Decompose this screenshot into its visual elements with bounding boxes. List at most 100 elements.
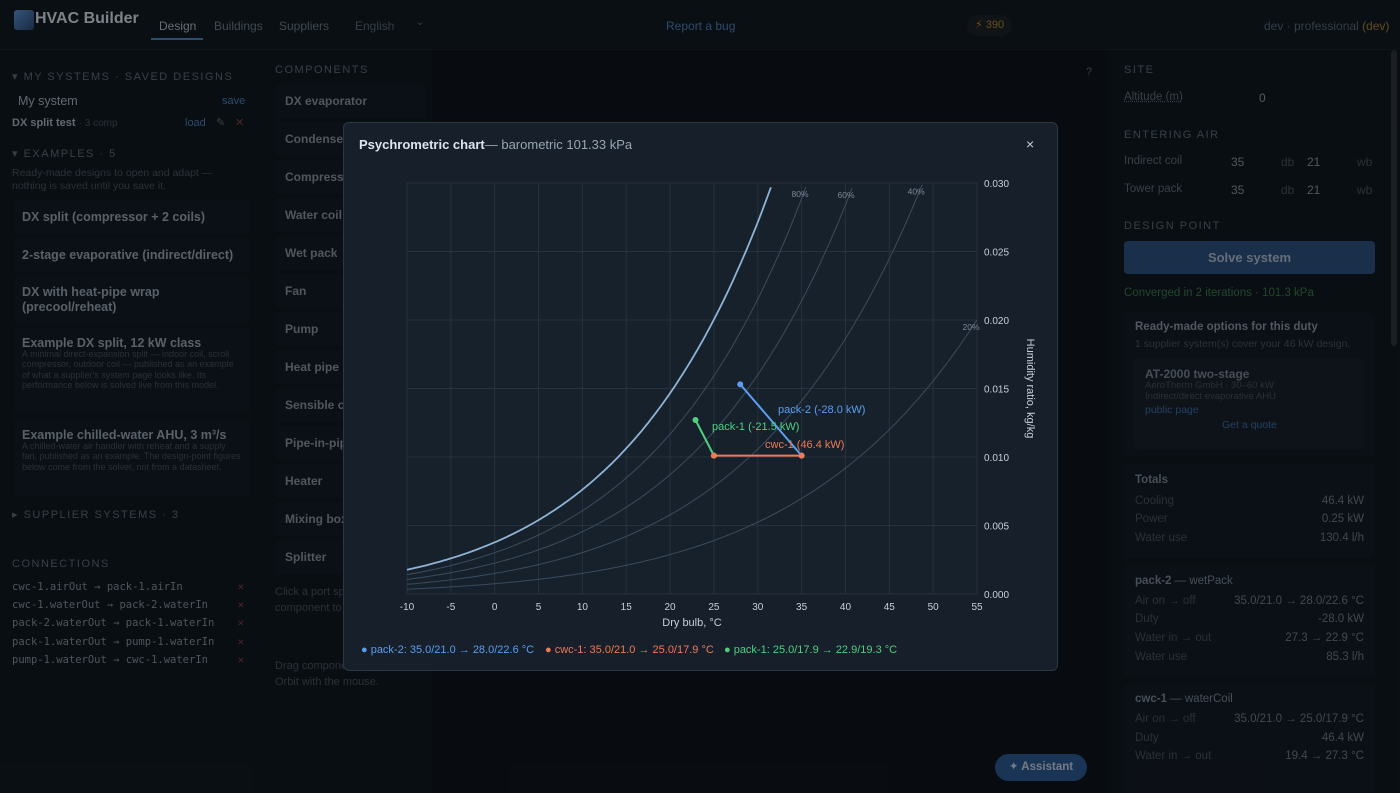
- connection-row: pack-2.waterOut → pack-1.waterIn ✕: [12, 617, 246, 629]
- pack2-title: pack-2 — wetPack: [1135, 575, 1233, 587]
- pack2-row: Water use 85.3 l/h: [1135, 651, 1364, 667]
- remove-connection-icon[interactable]: ✕: [237, 599, 244, 611]
- pencil-icon[interactable]: ✎: [216, 117, 226, 129]
- example-title: Example chilled-water AHU, 3 m³/s: [22, 428, 227, 442]
- cwc1-card: cwc-1 — waterCoil Air on → off 35.0/21.0 …: [1124, 684, 1375, 793]
- entering-tower-label: Tower pack: [1124, 183, 1183, 195]
- pack2-row: Duty -28.0 kW: [1135, 613, 1364, 629]
- delete-icon[interactable]: ✕: [235, 117, 245, 129]
- components-heading: COMPONENTS: [275, 64, 369, 76]
- get-quote-link[interactable]: Get a quote: [1222, 419, 1277, 431]
- save-button[interactable]: save: [222, 95, 246, 107]
- x-tick-label: 40: [840, 602, 852, 613]
- rh-label: 20%: [962, 322, 979, 332]
- supplier-systems-heading[interactable]: ▸ SUPPLIER SYSTEMS · 3: [12, 509, 180, 521]
- top-bar: HVAC Builder Design Buildings Suppliers …: [0, 0, 1400, 50]
- convergence-status: Converged in 2 iterations · 101.3 kPa: [1124, 287, 1314, 299]
- remove-connection-icon[interactable]: ✕: [237, 636, 244, 648]
- y-tick-label: 0.030: [984, 179, 1009, 190]
- user-menu[interactable]: dev · professional (dev): [1264, 19, 1389, 33]
- connection-label: cwc-1.waterOut → pack-2.waterIn: [12, 599, 208, 611]
- logo-icon: [14, 10, 34, 30]
- my-system-name[interactable]: My system: [18, 94, 78, 108]
- totals-value: 130.4 l/h: [1319, 532, 1364, 544]
- remove-connection-icon[interactable]: ✕: [237, 654, 244, 666]
- load-button[interactable]: load: [185, 117, 206, 129]
- my-systems-heading[interactable]: ▾ MY SYSTEMS · SAVED DESIGNS: [12, 71, 234, 83]
- assistant-button[interactable]: ✦ Assistant: [995, 754, 1087, 781]
- connection-row: cwc-1.airOut → pack-1.airIn ✕: [12, 581, 246, 593]
- y-tick-label: 0.025: [984, 248, 1009, 259]
- help-icon[interactable]: ?: [1086, 66, 1093, 78]
- scrollbar-thumb[interactable]: [1391, 50, 1397, 346]
- connection-row: pump-1.waterOut → cwc-1.waterIn ✕: [12, 654, 246, 666]
- example-card[interactable]: 2-stage evaporative (indirect/direct): [14, 238, 250, 272]
- saved-design-meta: · 3 comp: [78, 118, 118, 129]
- example-title: DX split (compressor + 2 coils): [22, 210, 206, 224]
- chevron-down-icon[interactable]: ⌄: [416, 17, 425, 28]
- totals-row: Cooling 46.4 kW: [1135, 495, 1364, 511]
- tab-design[interactable]: Design: [159, 19, 197, 33]
- tower-wb-input[interactable]: 21: [1307, 183, 1321, 197]
- cwc1-title: cwc-1 — waterCoil: [1135, 693, 1233, 705]
- row-value: 27.3 → 22.9 °C: [1285, 632, 1364, 644]
- product-card[interactable]: AT-2000 two-stage AeroTherm GmbH · 30–60…: [1134, 358, 1364, 449]
- connection-label: pack-1.waterOut → pump-1.waterIn: [12, 636, 215, 648]
- altitude-label: Altitude (m): [1124, 91, 1183, 103]
- example-card[interactable]: DX split (compressor + 2 coils): [14, 201, 250, 234]
- remove-connection-icon[interactable]: ✕: [237, 617, 244, 629]
- row-value: 85.3 l/h: [1326, 651, 1364, 663]
- entering-indirect-label: Indirect coil: [1124, 155, 1183, 167]
- rh-curve: [406, 186, 772, 571]
- right-panel-scrollbar[interactable]: [1388, 50, 1400, 793]
- component-item[interactable]: DX evaporator: [276, 84, 426, 118]
- process-point: [798, 452, 805, 459]
- process-label: pack-1 (-21.5 kW): [712, 421, 799, 433]
- totals-title: Totals: [1135, 474, 1169, 486]
- connection-row: cwc-1.waterOut → pack-2.waterIn ✕: [12, 599, 246, 611]
- cwc1-row: Water in → out 19.4 → 27.3 °C: [1135, 750, 1364, 766]
- rh-curve: [406, 188, 853, 580]
- y-tick-label: 0.010: [984, 453, 1009, 464]
- example-card[interactable]: Example DX split, 12 kW class A minimal …: [14, 329, 250, 413]
- example-card[interactable]: Example chilled-water AHU, 3 m³/s A chil…: [14, 419, 250, 497]
- solve-system-button[interactable]: Solve system: [1124, 241, 1375, 274]
- indirect-db-input[interactable]: 35: [1231, 155, 1245, 169]
- remove-connection-icon[interactable]: ✕: [237, 581, 244, 593]
- row-key: Duty: [1135, 732, 1159, 744]
- example-card[interactable]: DX with heat-pipe wrap (precool/reheat): [14, 276, 250, 324]
- tab-suppliers[interactable]: Suppliers: [279, 19, 330, 33]
- y-tick-label: 0.000: [984, 590, 1009, 601]
- rh-curve: [406, 319, 978, 590]
- examples-heading[interactable]: ▾ EXAMPLES · 5: [12, 148, 117, 160]
- x-tick-label: 15: [621, 602, 633, 613]
- process-point: [737, 381, 744, 388]
- component-name: pack-2: [1135, 575, 1172, 587]
- legend-item-cwc-1: ● cwc-1: 35.0/21.0 → 25.0/17.9 °C: [545, 644, 714, 656]
- wb-unit: wb: [1357, 155, 1373, 169]
- entering-air-heading: ENTERING AIR: [1124, 129, 1220, 141]
- altitude-input[interactable]: 0: [1259, 91, 1266, 105]
- connections-heading: CONNECTIONS: [12, 558, 110, 570]
- pack2-card: pack-2 — wetPack Air on → off 35.0/21.0 →…: [1124, 565, 1375, 677]
- process-line: [694, 419, 715, 457]
- x-tick-label: 5: [536, 602, 542, 613]
- ready-made-title: Ready-made options for this duty: [1135, 321, 1318, 333]
- user-label: dev · professional: [1264, 19, 1359, 33]
- close-icon[interactable]: ×: [1026, 136, 1035, 152]
- process-label: cwc-1 (46.4 kW): [765, 439, 844, 451]
- component-type: — waterCoil: [1170, 693, 1233, 705]
- totals-value: 0.25 kW: [1321, 513, 1364, 525]
- language-select[interactable]: English: [355, 19, 395, 33]
- indirect-wb-input[interactable]: 21: [1307, 155, 1321, 169]
- saved-design-row[interactable]: DX split test · 3 comp: [12, 117, 118, 129]
- x-tick-label: -5: [446, 602, 455, 613]
- tab-buildings[interactable]: Buildings: [214, 19, 263, 33]
- public-page-link[interactable]: public page: [1145, 404, 1199, 416]
- modal-title-main: Psychrometric chart: [359, 137, 485, 152]
- report-bug-link[interactable]: Report a bug: [666, 19, 736, 33]
- rh-label: 60%: [838, 190, 855, 200]
- example-title: Example DX split, 12 kW class: [22, 336, 202, 350]
- x-tick-label: 25: [708, 602, 720, 613]
- tower-db-input[interactable]: 35: [1231, 183, 1245, 197]
